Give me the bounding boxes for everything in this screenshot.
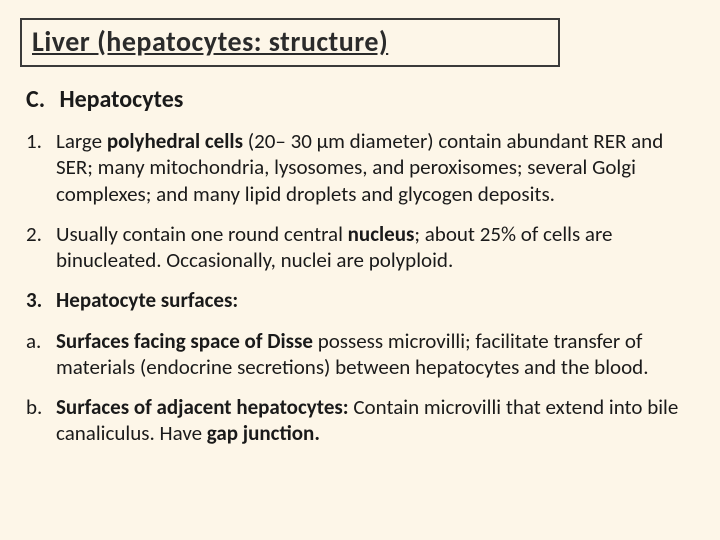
item-number: 2. [26, 221, 56, 274]
section-letter: C. [26, 85, 54, 114]
item-text: Surfaces facing space of Disse possess m… [56, 328, 688, 381]
text-run: Large [56, 128, 107, 154]
list-item: b.Surfaces of adjacent hepatocytes: Cont… [26, 394, 696, 447]
text-run: Hepatocyte surfaces: [56, 287, 238, 313]
item-list: 1.Large polyhedral cells (20– 30 µm diam… [20, 128, 696, 447]
title-box: Liver (hepatocytes: structure) [20, 18, 560, 67]
item-text: Surfaces of adjacent hepatocytes: Contai… [56, 394, 688, 447]
item-text: Hepatocyte surfaces: [56, 287, 688, 313]
list-item: a.Surfaces facing space of Disse possess… [26, 328, 696, 381]
text-run: polyhedral cells [107, 128, 248, 154]
item-number: 1. [26, 128, 56, 207]
text-run: gap junction. [207, 420, 320, 446]
section-header: C. Hepatocytes [26, 85, 696, 114]
item-text: Usually contain one round central nucleu… [56, 221, 688, 274]
text-run: nucleus [348, 221, 415, 247]
item-text: Large polyhedral cells (20– 30 µm diamet… [56, 128, 688, 207]
section-heading: Hepatocytes [59, 85, 183, 114]
text-run: Surfaces facing space of Disse [56, 328, 318, 354]
list-item: 3.Hepatocyte surfaces: [26, 287, 696, 313]
item-number: 3. [26, 287, 56, 313]
item-number: a. [26, 328, 56, 381]
text-run: Surfaces of adjacent hepatocytes: [56, 394, 353, 420]
list-item: 2.Usually contain one round central nucl… [26, 221, 696, 274]
list-item: 1.Large polyhedral cells (20– 30 µm diam… [26, 128, 696, 207]
page-title: Liver (hepatocytes: structure) [32, 24, 388, 59]
text-run: Usually contain one round central [56, 221, 348, 247]
item-number: b. [26, 394, 56, 447]
